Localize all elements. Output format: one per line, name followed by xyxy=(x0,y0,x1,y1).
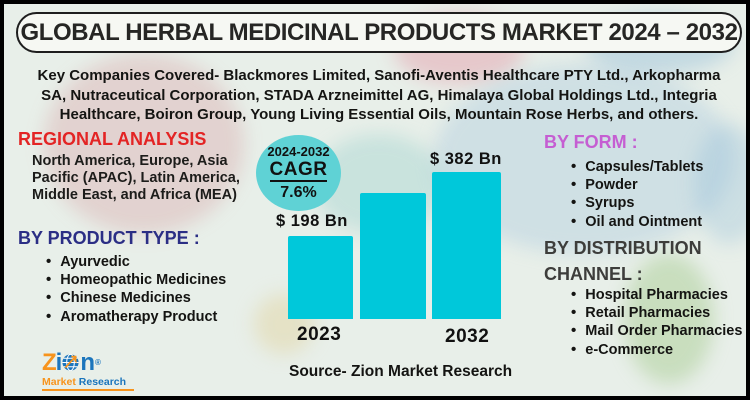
globe-icon xyxy=(62,353,79,375)
bar-2023 xyxy=(288,236,353,319)
list-item: Capsules/Tablets xyxy=(571,158,703,176)
logo-market-text: Market xyxy=(42,376,76,388)
list-item: Oil and Ointment xyxy=(571,213,703,231)
bar-value-2032: $ 382 Bn xyxy=(430,150,502,168)
logo-subtitle: Market Research xyxy=(42,376,134,391)
form-list: Capsules/Tablets Powder Syrups Oil and O… xyxy=(571,158,703,231)
title-banner: GLOBAL HERBAL MEDICINAL PRODUCTS MARKET … xyxy=(16,12,742,53)
regional-analysis-heading: REGIONAL ANALYSIS xyxy=(18,129,207,149)
list-item: Mail Order Pharmacies xyxy=(571,322,742,340)
list-item: Aromatherapy Product xyxy=(46,308,226,326)
list-item: Chinese Medicines xyxy=(46,289,226,307)
logo-letter-z: Z xyxy=(42,349,57,376)
map-blob xyxy=(44,54,244,234)
source-attribution: Source- Zion Market Research xyxy=(289,363,513,380)
x-tick-2032: 2032 xyxy=(445,326,490,347)
bar-middle xyxy=(360,193,426,319)
list-item: e-Commerce xyxy=(571,341,742,359)
regional-analysis-text: North America, Europe, Asia Pacific (APA… xyxy=(32,153,240,203)
list-item: Syrups xyxy=(571,194,703,212)
cagr-period: 2024-2032 xyxy=(267,144,330,159)
list-item: Retail Pharmacies xyxy=(571,304,742,322)
product-type-list: Ayurvedic Homeopathic Medicines Chinese … xyxy=(46,253,226,326)
list-item: Hospital Pharmacies xyxy=(571,286,742,304)
registered-trademark-icon: ® xyxy=(95,358,101,367)
logo-letter-n: n xyxy=(80,349,95,376)
by-product-type-heading: BY PRODUCT TYPE : xyxy=(18,228,200,248)
cagr-label: CAGR xyxy=(269,159,328,182)
cagr-badge: 2024-2032 CAGR 7.6% xyxy=(256,135,341,211)
logo-letter-i: i xyxy=(55,349,63,376)
key-companies-text: Key Companies Covered- Blackmores Limite… xyxy=(37,67,721,123)
x-tick-2023: 2023 xyxy=(297,324,342,345)
bar-2032 xyxy=(432,172,501,319)
list-item: Homeopathic Medicines xyxy=(46,271,226,289)
logo-research-text: Research xyxy=(78,376,127,388)
bar-value-2023: $ 198 Bn xyxy=(276,212,348,230)
by-distribution-channel-heading: BY DISTRIBUTION CHANNEL : xyxy=(544,238,702,284)
list-item: Powder xyxy=(571,176,703,194)
distribution-channel-list: Hospital Pharmacies Retail Pharmacies Ma… xyxy=(571,286,742,359)
page-title: GLOBAL HERBAL MEDICINAL PRODUCTS MARKET … xyxy=(20,18,738,46)
list-item: Ayurvedic xyxy=(46,253,226,271)
by-form-heading: BY FORM : xyxy=(544,132,638,152)
cagr-value: 7.6% xyxy=(280,184,317,201)
